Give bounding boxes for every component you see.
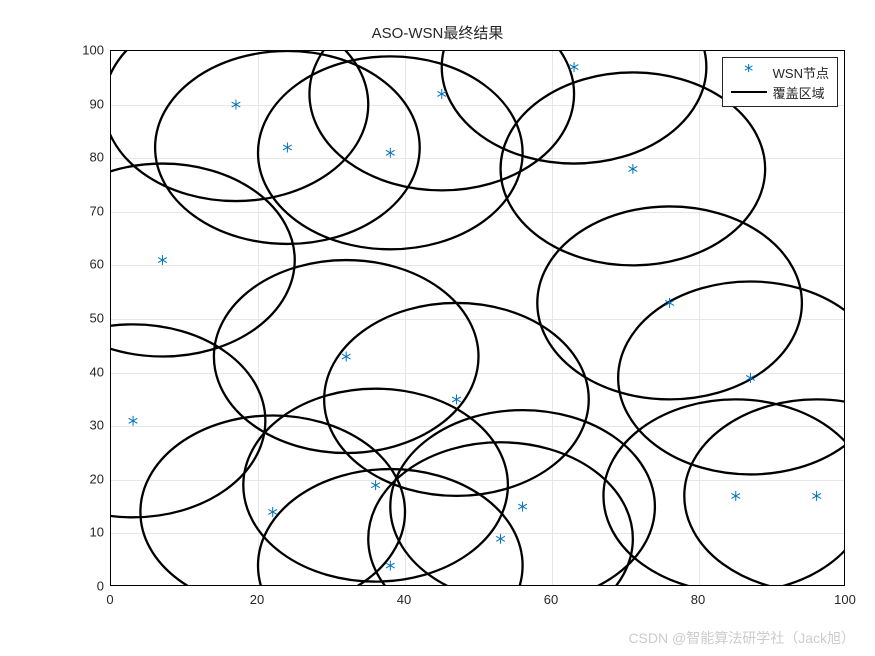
legend-label-nodes: WSN节点 xyxy=(773,63,829,82)
wsn-node-marker xyxy=(371,480,380,490)
figure-container: ASO-WSN最终结果 * WSN节点 覆盖区域 CSDN @智能算法研学社（J… xyxy=(0,0,875,656)
ytick-label: 80 xyxy=(74,150,104,165)
xtick-label: 100 xyxy=(834,592,856,607)
xtick-label: 60 xyxy=(544,592,558,607)
wsn-node-marker xyxy=(158,255,167,265)
plot-area: * WSN节点 覆盖区域 xyxy=(110,50,845,586)
ytick-label: 0 xyxy=(74,579,104,594)
coverage-circle xyxy=(140,415,405,585)
xtick-label: 40 xyxy=(397,592,411,607)
xtick-label: 0 xyxy=(106,592,113,607)
ytick-label: 40 xyxy=(74,364,104,379)
wsn-node-marker xyxy=(232,100,241,110)
ytick-label: 30 xyxy=(74,418,104,433)
legend-marker-line xyxy=(731,91,767,93)
ytick-label: 70 xyxy=(74,203,104,218)
wsn-node-marker xyxy=(129,416,138,426)
watermark: CSDN @智能算法研学社（Jack旭） xyxy=(628,628,855,648)
ytick-label: 90 xyxy=(74,96,104,111)
coverage-circle xyxy=(684,399,844,585)
ytick-label: 100 xyxy=(74,43,104,58)
wsn-node-marker xyxy=(629,164,638,174)
wsn-node-marker xyxy=(731,491,740,501)
plot-svg xyxy=(111,51,844,585)
chart-title: ASO-WSN最终结果 xyxy=(0,22,875,43)
wsn-node-marker xyxy=(452,394,461,404)
wsn-node-marker xyxy=(342,352,351,362)
ytick-label: 60 xyxy=(74,257,104,272)
wsn-node-marker xyxy=(283,142,292,152)
ytick-label: 10 xyxy=(74,525,104,540)
ytick-label: 20 xyxy=(74,471,104,486)
wsn-node-marker xyxy=(496,534,505,544)
coverage-circle xyxy=(618,281,844,474)
coverage-circle xyxy=(111,51,368,201)
xtick-label: 80 xyxy=(691,592,705,607)
legend-marker-star: * xyxy=(731,63,767,81)
legend-row-circles: 覆盖区域 xyxy=(731,82,829,102)
wsn-node-marker xyxy=(518,502,527,512)
legend-label-circles: 覆盖区域 xyxy=(773,83,825,102)
wsn-node-marker xyxy=(386,148,395,158)
legend-row-nodes: * WSN节点 xyxy=(731,62,829,82)
wsn-node-marker xyxy=(812,491,821,501)
legend: * WSN节点 覆盖区域 xyxy=(722,57,838,107)
ytick-label: 50 xyxy=(74,311,104,326)
xtick-label: 20 xyxy=(250,592,264,607)
coverage-circle xyxy=(111,164,295,357)
